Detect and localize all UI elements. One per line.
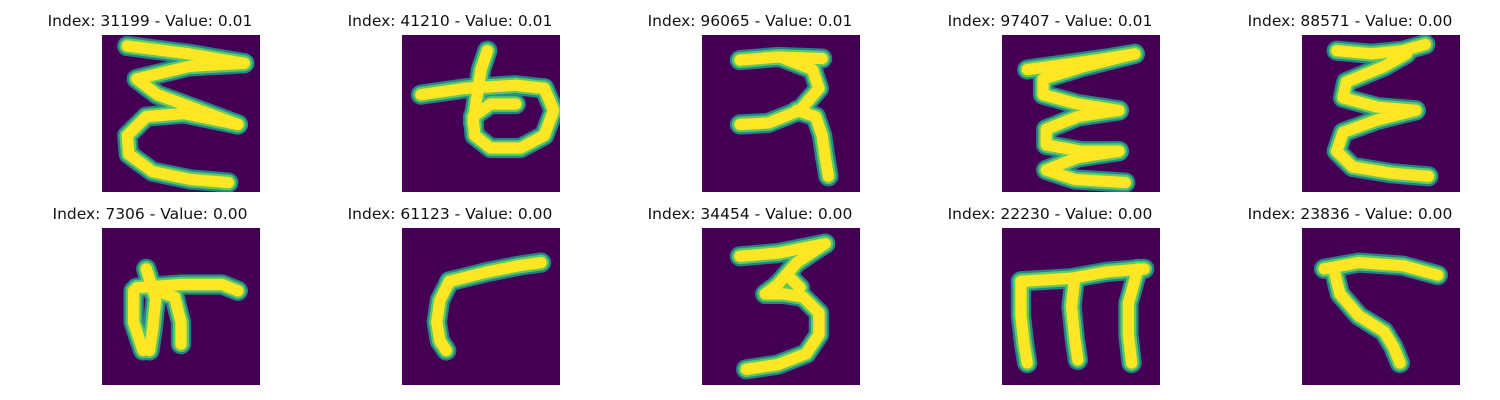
cell-title: Index: 88571 - Value: 0.00	[1247, 12, 1453, 30]
grid-cell: Index: 23836 - Value: 0.00	[1200, 193, 1500, 386]
character-image	[102, 228, 260, 385]
cell-title: Index: 7306 - Value: 0.00	[52, 205, 248, 223]
glyph-stroke-core	[1040, 145, 1131, 189]
grid-cell: Index: 97407 - Value: 0.01	[900, 0, 1200, 193]
glyph-stroke-core	[415, 79, 550, 101]
character-image	[402, 228, 560, 385]
glyph-stroke-core	[734, 51, 828, 66]
glyph-stroke-core	[1331, 104, 1435, 182]
image-background	[1302, 228, 1460, 385]
glyph-stroke-core	[791, 104, 835, 182]
glyph-stroke-core	[1065, 272, 1084, 366]
glyph-stroke-core	[159, 288, 187, 350]
cell-title: Index: 96065 - Value: 0.01	[647, 12, 853, 30]
grid-cell: Index: 34454 - Value: 0.00	[600, 193, 900, 386]
glyph-stroke-core	[467, 82, 560, 154]
glyph-stroke-core	[784, 272, 806, 294]
cell-title: Index: 41210 - Value: 0.01	[347, 12, 553, 30]
glyph-stroke-core	[431, 275, 456, 357]
grid-cell: Index: 88571 - Value: 0.00	[1200, 0, 1500, 193]
grid-cell: Index: 22230 - Value: 0.00	[900, 193, 1200, 386]
glyph-stroke-core	[1337, 48, 1422, 116]
image-background	[402, 228, 560, 385]
character-image	[1302, 35, 1460, 192]
cell-title: Index: 61123 - Value: 0.00	[347, 205, 553, 223]
character-image	[102, 35, 260, 192]
glyph-stroke-core	[734, 52, 825, 131]
character-image	[1002, 228, 1160, 385]
glyph-stroke-core	[127, 285, 149, 357]
glyph-stroke-core	[1327, 263, 1406, 369]
grid-cell: Index: 96065 - Value: 0.01	[600, 0, 900, 193]
cell-title: Index: 34454 - Value: 0.00	[647, 205, 853, 223]
glyph-stroke-core	[121, 107, 244, 189]
glyph-stroke-core	[1015, 275, 1033, 369]
glyph-stroke-core	[734, 238, 831, 262]
glyph-stroke-core	[131, 278, 244, 297]
glyph-stroke-core	[443, 256, 547, 287]
character-image	[702, 228, 860, 385]
glyph-stroke-core	[1015, 263, 1150, 287]
cell-title: Index: 22230 - Value: 0.00	[947, 205, 1153, 223]
character-image	[1002, 35, 1160, 192]
glyph-stroke-core	[467, 45, 493, 129]
cell-title: Index: 31199 - Value: 0.01	[47, 12, 253, 30]
cell-title: Index: 97407 - Value: 0.01	[947, 12, 1153, 30]
glyph-stroke-core	[1122, 263, 1144, 369]
character-image	[702, 35, 860, 192]
grid-cell: Index: 7306 - Value: 0.00	[0, 193, 300, 386]
cell-title: Index: 23836 - Value: 0.00	[1247, 205, 1453, 223]
glyph-stroke-core	[140, 263, 162, 357]
glyph-stroke-core	[1318, 256, 1444, 281]
character-image	[402, 35, 560, 192]
glyph-stroke-core	[740, 238, 831, 375]
grid-cell: Index: 61123 - Value: 0.00	[300, 193, 600, 386]
grid-cell: Index: 41210 - Value: 0.01	[300, 0, 600, 193]
glyph-stroke-core	[1037, 48, 1141, 116]
character-image	[1302, 228, 1460, 385]
glyph-stroke-core	[1331, 38, 1431, 60]
grid-cell: Index: 31199 - Value: 0.01	[0, 0, 300, 193]
